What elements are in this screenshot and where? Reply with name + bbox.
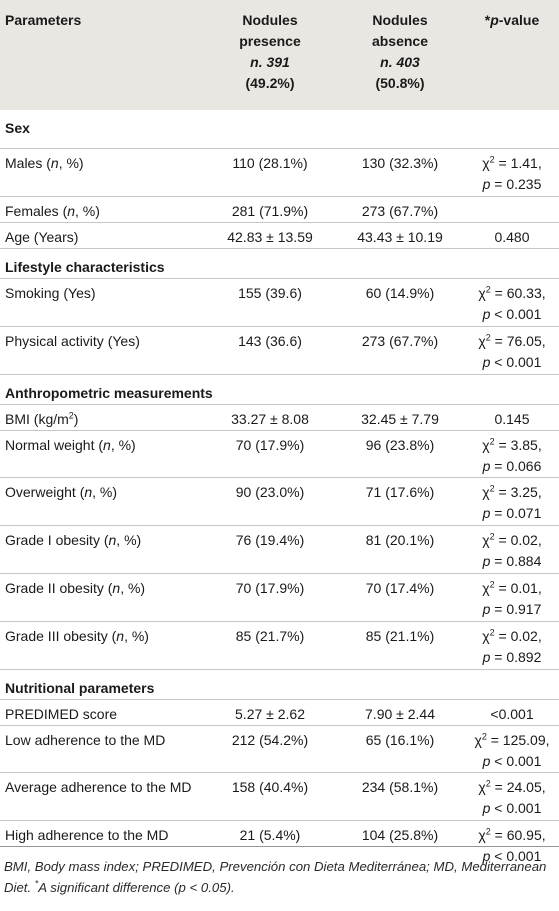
- row-label: Normal weight (n, %): [0, 429, 205, 477]
- table-row: Low adherence to the MD 212 (54.2%) 65 (16…: [0, 724, 559, 772]
- pvalue-cell: χ2 = 76.05, p < 0.001: [465, 325, 559, 374]
- nodules-absence-cell: 43.43 ± 10.19: [335, 221, 465, 248]
- table-row: Males (n, %) 110 (28.1%) 130 (32.3%) χ2 = 1…: [0, 147, 559, 196]
- nodules-absence-cell: 234 (58.1%): [335, 771, 465, 820]
- nodules-absence-cell: 60 (14.9%): [335, 277, 465, 326]
- row-label: Grade II obesity (n, %): [0, 572, 205, 621]
- pvalue-cell: χ2 = 0.01, p = 0.917: [465, 572, 559, 621]
- row-label: Males (n, %): [0, 147, 205, 196]
- table-body: Sex Males (n, %) 110 (28.1%) 130 (32.3%) χ2 …: [0, 110, 559, 868]
- pvalue-cell: χ2 = 0.02, p = 0.892: [465, 620, 559, 669]
- nodules-presence-cell: 143 (36.6): [205, 325, 335, 374]
- table-row: BMI (kg/m2) 33.27 ± 8.08 32.45 ± 7.79 0.145: [0, 403, 559, 430]
- nodules-presence-cell: 212 (54.2%): [205, 724, 335, 772]
- nodules-absence-cell: 96 (23.8%): [335, 429, 465, 477]
- row-label: Females (n, %): [0, 195, 205, 222]
- results-table: Parameters Nodules presence n. 391 (49.2…: [0, 12, 559, 868]
- table-footnote: BMI, Body mass index; PREDIMED, Prevenci…: [4, 859, 547, 895]
- section-row: Sex: [0, 110, 559, 148]
- section-label: Lifestyle characteristics: [0, 247, 559, 278]
- table-row: Grade III obesity (n, %) 85 (21.7%) 85 (21…: [0, 620, 559, 669]
- table-row: Overweight (n, %) 90 (23.0%) 71 (17.6%) χ2 …: [0, 476, 559, 525]
- pvalue-cell: [465, 195, 559, 222]
- nodules-presence-cell: 70 (17.9%): [205, 429, 335, 477]
- nodules-absence-cell: 7.90 ± 2.44: [335, 698, 465, 725]
- nodules-presence-cell: 110 (28.1%): [205, 147, 335, 196]
- pvalue-cell: χ2 = 3.25, p = 0.071: [465, 476, 559, 525]
- nodules-absence-cell: 130 (32.3%): [335, 147, 465, 196]
- table-row: Grade I obesity (n, %) 76 (19.4%) 81 (20.1…: [0, 524, 559, 573]
- row-label: Average adherence to the MD: [0, 771, 205, 820]
- row-label: Physical activity (Yes): [0, 325, 205, 374]
- table-row: Females (n, %) 281 (71.9%) 273 (67.7%): [0, 195, 559, 222]
- nodules-presence-cell: 85 (21.7%): [205, 620, 335, 669]
- nodules-presence-cell: 70 (17.9%): [205, 572, 335, 621]
- section-row: Nutritional parameters: [0, 668, 559, 699]
- table-row: Physical activity (Yes) 143 (36.6) 273 (67…: [0, 325, 559, 374]
- section-row: Lifestyle characteristics: [0, 247, 559, 278]
- section-label: Anthropometric measurements: [0, 373, 559, 404]
- nodules-presence-cell: 42.83 ± 13.59: [205, 221, 335, 248]
- row-label: Overweight (n, %): [0, 476, 205, 525]
- pvalue-cell: χ2 = 60.33, p < 0.001: [465, 277, 559, 326]
- pvalue-cell: 0.145: [465, 403, 559, 430]
- row-label: BMI (kg/m2): [0, 403, 205, 430]
- nodules-absence-cell: 71 (17.6%): [335, 476, 465, 525]
- header-pvalue: *p-value: [484, 12, 540, 28]
- nodules-presence-cell: 158 (40.4%): [205, 771, 335, 820]
- row-label: Low adherence to the MD: [0, 724, 205, 772]
- row-label: High adherence to the MD: [0, 819, 205, 868]
- nodules-presence-cell: 21 (5.4%): [205, 819, 335, 868]
- row-label: Age (Years): [0, 221, 205, 248]
- pvalue-cell: 0.480: [465, 221, 559, 248]
- table-row: High adherence to the MD 21 (5.4%) 104 (25…: [0, 819, 559, 868]
- table-row: Normal weight (n, %) 70 (17.9%) 96 (23.8%)…: [0, 429, 559, 477]
- row-label: Smoking (Yes): [0, 277, 205, 326]
- footnote-divider: [0, 846, 559, 847]
- nodules-absence-cell: 32.45 ± 7.79: [335, 403, 465, 430]
- nodules-absence-cell: 65 (16.1%): [335, 724, 465, 772]
- pvalue-cell: <0.001: [465, 698, 559, 725]
- nodules-presence-cell: 281 (71.9%): [205, 195, 335, 222]
- header-nodules-presence: Nodules presence n. 391 (49.2%): [239, 12, 301, 91]
- nodules-presence-cell: 155 (39.6): [205, 277, 335, 326]
- pvalue-cell: χ2 = 60.95, p < 0.001: [465, 819, 559, 868]
- nodules-absence-cell: 70 (17.4%): [335, 572, 465, 621]
- header-parameters: Parameters: [5, 12, 82, 28]
- table-row: PREDIMED score 5.27 ± 2.62 7.90 ± 2.44 <0.0…: [0, 698, 559, 725]
- table-row: Average adherence to the MD 158 (40.4%) 23…: [0, 771, 559, 820]
- pvalue-cell: χ2 = 3.85, p = 0.066: [465, 429, 559, 477]
- pvalue-cell: χ2 = 1.41, p = 0.235: [465, 147, 559, 196]
- nodules-absence-cell: 104 (25.8%): [335, 819, 465, 868]
- nodules-absence-cell: 81 (20.1%): [335, 524, 465, 573]
- table-row: Grade II obesity (n, %) 70 (17.9%) 70 (17.…: [0, 572, 559, 621]
- header-background: [0, 0, 559, 110]
- nodules-presence-cell: 33.27 ± 8.08: [205, 403, 335, 430]
- nodules-presence-cell: 5.27 ± 2.62: [205, 698, 335, 725]
- pvalue-cell: χ2 = 24.05, p < 0.001: [465, 771, 559, 820]
- table-row: Age (Years) 42.83 ± 13.59 43.43 ± 10.19 0.4…: [0, 221, 559, 248]
- row-label: Grade III obesity (n, %): [0, 620, 205, 669]
- table-row: Smoking (Yes) 155 (39.6) 60 (14.9%) χ2 = 60…: [0, 277, 559, 326]
- nodules-absence-cell: 273 (67.7%): [335, 195, 465, 222]
- nodules-presence-cell: 90 (23.0%): [205, 476, 335, 525]
- header-nodules-absence: Nodules absence n. 403 (50.8%): [371, 12, 429, 91]
- pvalue-cell: χ2 = 0.02, p = 0.884: [465, 524, 559, 573]
- nodules-presence-cell: 76 (19.4%): [205, 524, 335, 573]
- nodules-absence-cell: 273 (67.7%): [335, 325, 465, 374]
- pvalue-cell: χ2 = 125.09, p < 0.001: [465, 724, 559, 772]
- row-label: Grade I obesity (n, %): [0, 524, 205, 573]
- row-label: PREDIMED score: [0, 698, 205, 725]
- section-label: Sex: [5, 120, 30, 136]
- section-label: Nutritional parameters: [0, 668, 559, 699]
- nodules-absence-cell: 85 (21.1%): [335, 620, 465, 669]
- section-row: Anthropometric measurements: [0, 373, 559, 404]
